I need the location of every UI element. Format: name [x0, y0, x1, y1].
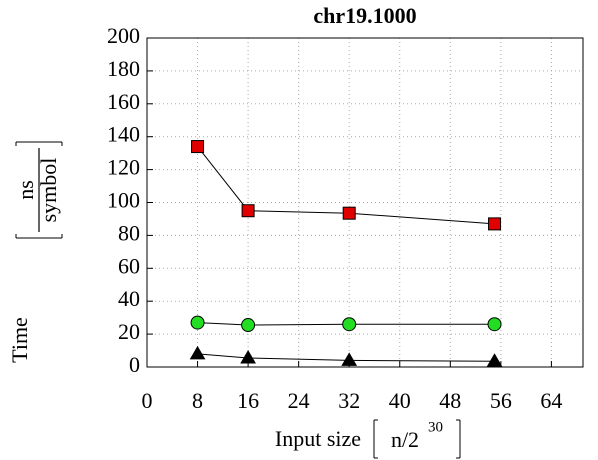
bracket-left	[373, 419, 378, 459]
plot-frame	[146, 37, 584, 368]
marker	[241, 318, 256, 333]
y-tick-label: 120	[107, 155, 140, 180]
series-line	[197, 322, 495, 326]
y-tick-label: 100	[107, 188, 140, 213]
marker	[488, 217, 502, 231]
y-tick-label: 200	[107, 23, 140, 48]
marker	[341, 352, 358, 366]
y-tick-label: 0	[129, 352, 140, 377]
marker	[241, 204, 255, 218]
x-tick-label: 56	[490, 388, 512, 413]
bracket-right	[15, 141, 63, 146]
chart-title: chr19.1000	[313, 3, 416, 28]
series-line	[197, 146, 495, 225]
bracket-right	[456, 419, 461, 459]
marker	[189, 345, 206, 360]
x-tick-label: 0	[142, 388, 153, 413]
x-tick-label: 48	[439, 388, 461, 413]
y-tick-label: 20	[118, 319, 140, 344]
bracket-left	[15, 234, 63, 239]
y-label-unit-den: symbol	[36, 158, 61, 223]
x-tick-label: 16	[237, 388, 259, 413]
x-tick-label: 24	[288, 388, 310, 413]
x-label-unit-sup: 30	[428, 419, 443, 435]
x-axis-label: Input size n/2 30	[275, 419, 461, 459]
x-tick-label: 64	[540, 388, 562, 413]
y-tick-label: 60	[118, 253, 140, 278]
y-tick-label: 180	[107, 56, 140, 81]
y-label-unit-num: ns	[13, 180, 38, 200]
marker	[240, 349, 256, 364]
y-label-text: Time	[7, 317, 32, 363]
y-axis-label: Time ns symbol	[7, 141, 63, 363]
x-tick-label: 32	[338, 388, 360, 413]
marker	[342, 317, 357, 332]
y-tick-label: 40	[118, 286, 140, 311]
x-label-unit: n/2	[391, 427, 419, 452]
marker	[342, 206, 356, 220]
x-tick-label: 40	[389, 388, 411, 413]
marker	[487, 317, 502, 332]
series-line	[197, 353, 495, 362]
marker	[190, 315, 205, 330]
x-label-text: Input size	[275, 426, 361, 451]
y-tick-label: 160	[107, 89, 140, 114]
marker	[191, 140, 205, 154]
y-tick-label: 140	[107, 122, 140, 147]
x-tick-label: 8	[192, 388, 203, 413]
y-tick-label: 80	[118, 220, 140, 245]
marker	[486, 353, 503, 367]
